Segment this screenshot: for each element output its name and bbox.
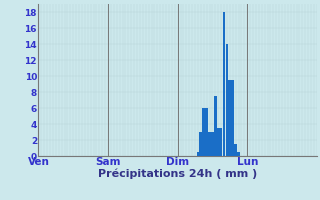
X-axis label: Précipitations 24h ( mm ): Précipitations 24h ( mm )	[98, 169, 257, 179]
Bar	[214, 96, 217, 156]
Bar	[199, 132, 202, 156]
Bar	[217, 128, 220, 156]
Bar	[205, 108, 208, 156]
Bar	[196, 152, 199, 156]
Bar	[223, 12, 225, 156]
Bar	[211, 132, 214, 156]
Bar	[208, 132, 211, 156]
Bar	[234, 144, 237, 156]
Bar	[220, 128, 222, 156]
Bar	[237, 152, 240, 156]
Bar	[228, 80, 231, 156]
Bar	[231, 80, 234, 156]
Bar	[202, 108, 205, 156]
Bar	[226, 44, 228, 156]
